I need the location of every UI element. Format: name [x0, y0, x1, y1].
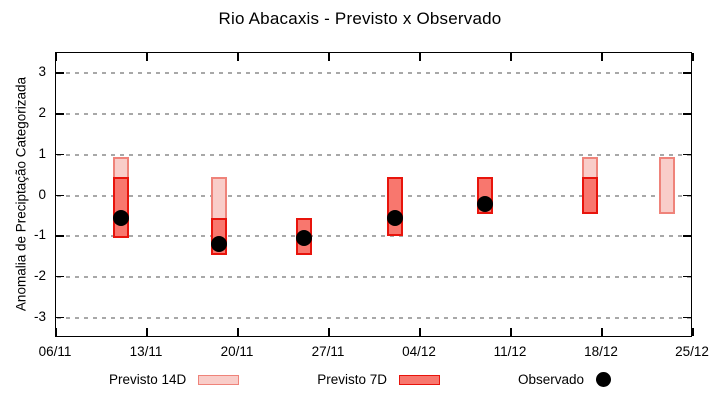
x-tick-bottom	[419, 328, 421, 336]
y-tick-right	[683, 194, 691, 196]
y-tick-left	[56, 235, 64, 237]
y-tick-label: 3	[38, 64, 46, 80]
x-tick-label: 18/12	[584, 344, 618, 359]
y-tick-right	[683, 316, 691, 319]
y-tick-left	[56, 316, 64, 319]
x-tick-bottom	[146, 328, 148, 336]
legend: Previsto 14D Previsto 7D Observado	[0, 372, 720, 387]
y-tick-left	[56, 72, 64, 74]
gridline	[57, 275, 692, 278]
x-tick-top	[55, 53, 57, 61]
y-tick-label: 0	[38, 186, 46, 202]
x-tick-bottom	[55, 328, 57, 336]
x-tick-label: 04/12	[402, 344, 436, 359]
legend-swatch-previsto-7d-icon	[399, 374, 441, 385]
gridline	[57, 316, 692, 319]
gridline	[57, 113, 692, 116]
x-tick-top	[419, 53, 421, 61]
y-tick-label: -2	[33, 267, 46, 283]
range-bar-previsto-14d	[659, 156, 675, 214]
x-tick-label: 25/12	[675, 344, 709, 359]
range-bar-previsto-7d	[113, 177, 129, 239]
y-tick-label: -1	[33, 227, 46, 243]
y-tick-right	[683, 235, 691, 237]
x-tick-bottom	[601, 328, 603, 336]
x-tick-bottom	[510, 328, 512, 336]
x-tick-label: 13/11	[129, 344, 163, 359]
y-tick-right	[683, 153, 691, 156]
x-tick-label: 06/11	[38, 344, 72, 359]
y-tick-left	[56, 194, 64, 196]
legend-label-previsto-14d: Previsto 14D	[108, 372, 187, 387]
y-tick-left	[56, 153, 64, 156]
observed-dot	[113, 209, 129, 226]
legend-item-previsto-14d: Previsto 14D	[108, 372, 240, 387]
x-tick-top	[237, 53, 239, 61]
gridline	[57, 153, 692, 156]
gridline	[57, 72, 692, 75]
legend-label-observado: Observado	[518, 372, 585, 387]
legend-label-previsto-7d: Previsto 7D	[317, 372, 388, 387]
x-tick-top	[692, 53, 694, 61]
gridline	[57, 235, 692, 238]
x-tick-bottom	[692, 328, 694, 336]
legend-dot-observado-icon	[596, 372, 612, 387]
y-tick-right	[683, 275, 691, 278]
legend-item-previsto-7d: Previsto 7D	[317, 372, 441, 387]
x-tick-label: 11/12	[493, 344, 527, 359]
x-tick-top	[510, 53, 512, 61]
x-tick-label: 27/11	[311, 344, 345, 359]
x-tick-bottom	[237, 328, 239, 336]
chart-title: Rio Abacaxis - Previsto x Observado	[218, 9, 502, 28]
range-bar-previsto-7d	[387, 177, 404, 237]
x-tick-top	[328, 53, 330, 61]
range-bar-previsto-7d	[582, 177, 599, 214]
x-tick-bottom	[328, 328, 330, 336]
x-tick-top	[601, 53, 603, 61]
x-tick-label: 20/11	[220, 344, 254, 359]
observed-dot	[296, 230, 313, 247]
y-tick-label: 2	[38, 105, 46, 121]
gridline	[57, 194, 692, 197]
legend-swatch-previsto-14d-icon	[198, 374, 240, 385]
y-tick-label: 1	[38, 145, 46, 161]
y-tick-left	[56, 113, 64, 115]
x-tick-top	[146, 53, 148, 61]
y-tick-label: -3	[33, 308, 46, 324]
observed-dot	[387, 209, 404, 226]
plot-area	[55, 52, 694, 337]
observed-dot	[210, 236, 227, 253]
legend-item-observado: Observado	[518, 372, 612, 387]
observed-dot	[477, 195, 493, 212]
y-tick-right	[683, 72, 691, 74]
y-tick-right	[683, 113, 691, 115]
y-tick-left	[56, 275, 64, 278]
